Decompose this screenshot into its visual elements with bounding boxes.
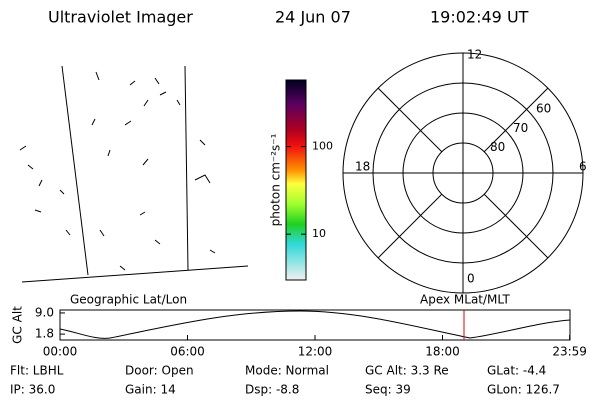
colorbar-tick-label: 100 bbox=[312, 140, 333, 153]
mlt-label: 18 bbox=[355, 160, 370, 174]
altitude-curve bbox=[59, 310, 571, 339]
footer-field: GLon: 126.7 bbox=[487, 383, 560, 397]
x-tick-label: 00:00 bbox=[43, 345, 78, 359]
y-tick-label: 1.8 bbox=[35, 327, 54, 341]
mlt-spoke bbox=[483, 193, 549, 259]
footer-field: Mode: Normal bbox=[245, 364, 329, 378]
colorbar-tick-label: 10 bbox=[312, 227, 326, 240]
lat-label: 70 bbox=[513, 121, 528, 135]
colorbar bbox=[285, 79, 307, 281]
x-tick-label: 06:00 bbox=[170, 345, 205, 359]
mlt-label: 12 bbox=[467, 48, 482, 62]
map bbox=[19, 65, 249, 283]
date: 24 Jun 07 bbox=[275, 8, 351, 27]
map-label: Geographic Lat/Lon bbox=[70, 293, 187, 307]
mlt-label: 6 bbox=[579, 160, 587, 174]
time: 19:02:49 UT bbox=[430, 8, 529, 27]
footer-field: Gain: 14 bbox=[125, 383, 176, 397]
polar-grid bbox=[342, 52, 584, 294]
title: Ultraviolet Imager bbox=[48, 8, 193, 27]
footer: Flt: LBHL Door: Open Mode: Normal GC Alt: 3… bbox=[10, 364, 560, 397]
x-tick-label: 23:59 bbox=[552, 345, 587, 359]
x-tick-label: 18:00 bbox=[425, 345, 460, 359]
y-tick-label: 9.0 bbox=[35, 305, 54, 319]
footer-field: GC Alt: 3.3 Re bbox=[365, 364, 449, 378]
lat-label: 80 bbox=[490, 140, 505, 154]
footer-field: IP: 36.0 bbox=[10, 383, 55, 397]
x-tick-label: 12:00 bbox=[298, 345, 333, 359]
mlt-spoke bbox=[377, 193, 443, 259]
altitude-ylabel: GC Alt bbox=[11, 306, 25, 344]
mlt-label: 0 bbox=[467, 272, 475, 286]
polar-label: Apex MLat/MLT bbox=[420, 293, 510, 307]
footer-field: Flt: LBHL bbox=[10, 364, 64, 378]
footer-field: GLat: -4.4 bbox=[487, 364, 546, 378]
footer-field: Seq: 39 bbox=[365, 383, 411, 397]
footer-field: Dsp: -8.8 bbox=[245, 383, 299, 397]
mlt-spoke bbox=[483, 87, 549, 153]
lat-label: 60 bbox=[536, 102, 551, 116]
mlt-spoke bbox=[377, 87, 443, 153]
colorbar-label: photon cm⁻²s⁻¹ bbox=[269, 133, 283, 226]
footer-field: Door: Open bbox=[125, 364, 194, 378]
